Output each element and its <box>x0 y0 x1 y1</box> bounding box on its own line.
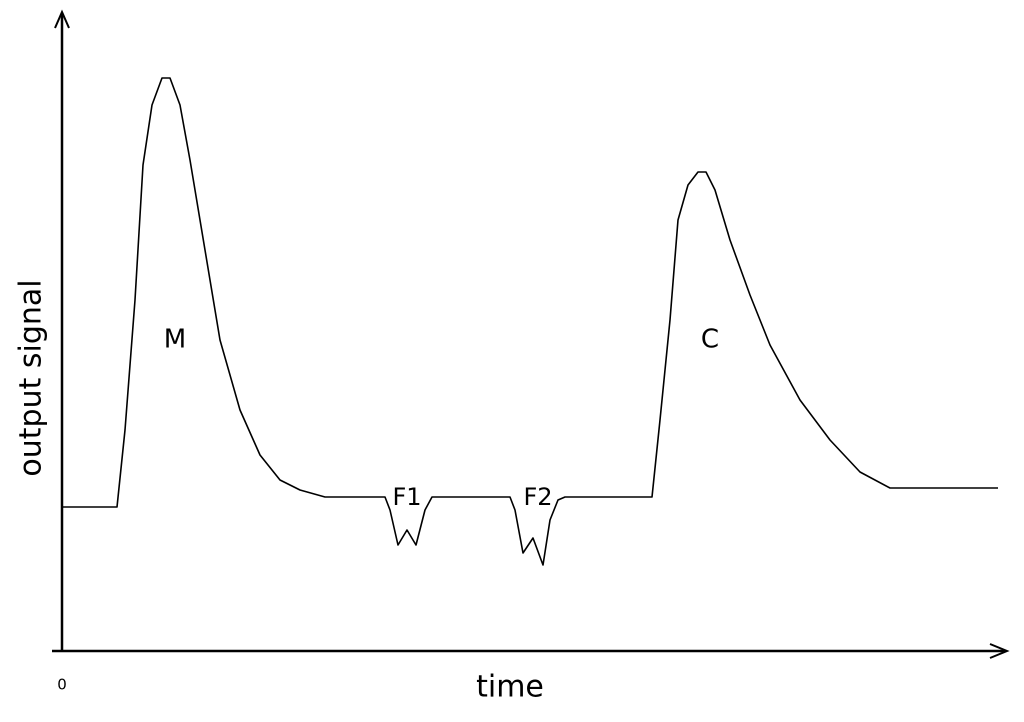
signal-curve <box>62 77 998 566</box>
peak-label: M <box>164 325 186 355</box>
y-axis-arrow <box>54 9 70 29</box>
peak-label: C <box>701 325 719 355</box>
origin-label: 0 <box>57 676 67 694</box>
peak-label: F2 <box>523 483 552 511</box>
y-axis-label: output signal <box>14 279 49 476</box>
peak-label: F1 <box>392 483 421 511</box>
x-axis-label: time <box>476 670 544 705</box>
x-axis-arrow <box>989 643 1010 659</box>
